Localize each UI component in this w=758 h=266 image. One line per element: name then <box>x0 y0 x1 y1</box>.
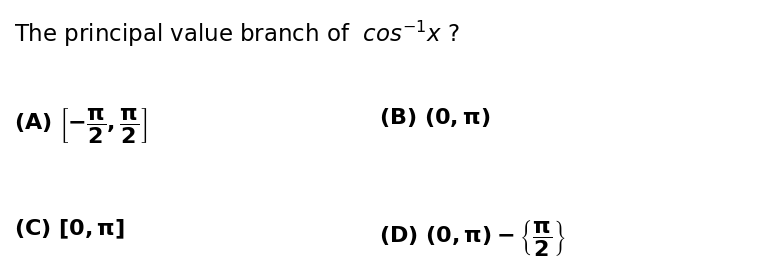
Text: (D) $\mathbf{(0,\pi)-\left\{\dfrac{\pi}{2}\right\}}$: (D) $\mathbf{(0,\pi)-\left\{\dfrac{\pi}{… <box>379 218 566 258</box>
Text: (A) $\mathbf{\left[-\dfrac{\pi}{2},\dfrac{\pi}{2}\right]}$: (A) $\mathbf{\left[-\dfrac{\pi}{2},\dfra… <box>14 106 147 146</box>
Text: (C) $\mathbf{[0,\pi]}$: (C) $\mathbf{[0,\pi]}$ <box>14 218 124 242</box>
Text: (B) $\mathbf{(0,\pi)}$: (B) $\mathbf{(0,\pi)}$ <box>379 106 490 129</box>
Text: The principal value branch of  $cos^{-1}x$ ?: The principal value branch of $cos^{-1}x… <box>14 19 459 49</box>
